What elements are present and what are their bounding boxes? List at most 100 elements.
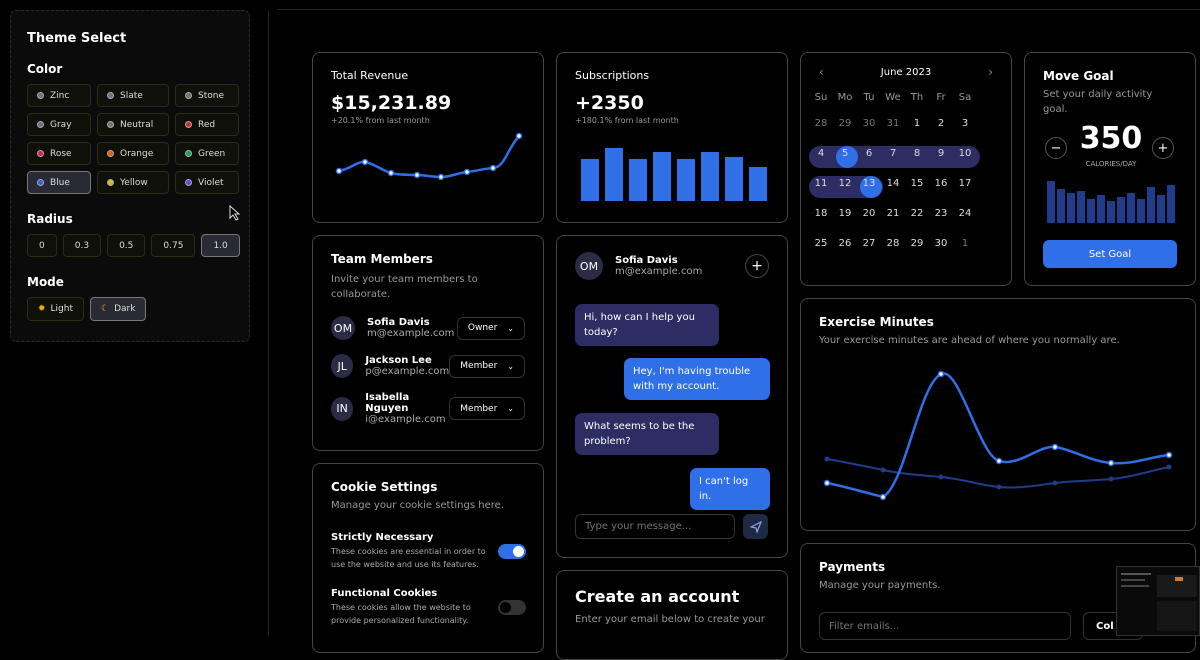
calendar-day[interactable]: 24 — [958, 207, 972, 219]
calendar-day[interactable]: 12 — [838, 177, 852, 189]
calendar-day[interactable]: 9 — [937, 147, 945, 159]
color-option-red[interactable]: Red — [175, 113, 239, 136]
calendar-day[interactable]: 8 — [913, 147, 921, 159]
role-select[interactable]: Member ⌄ — [449, 397, 525, 420]
calendar-day[interactable]: 28 — [886, 237, 900, 249]
calendar-day[interactable]: 20 — [862, 207, 876, 219]
weekday-label: Tu — [863, 91, 875, 103]
color-swatch — [37, 121, 44, 128]
calendar-day[interactable]: 28 — [814, 117, 828, 129]
strictly-necessary-toggle[interactable] — [498, 544, 526, 559]
calendar-day[interactable]: 18 — [814, 207, 828, 219]
role-select[interactable]: Member ⌄ — [449, 354, 525, 378]
calendar-day[interactable]: 26 — [838, 237, 852, 249]
role-select[interactable]: Owner ⌄ — [456, 316, 525, 340]
goal-bar — [1147, 187, 1155, 223]
calendar-day[interactable]: 4 — [817, 147, 825, 159]
calendar-day[interactable]: 27 — [862, 237, 876, 249]
calendar-day[interactable]: 30 — [862, 117, 876, 129]
mode-light-button[interactable]: ✹ Light — [27, 297, 85, 321]
exercise-point-series-1 — [937, 370, 945, 378]
radius-option[interactable]: 0 — [27, 234, 57, 257]
preview-thumbnail[interactable] — [1116, 566, 1200, 636]
mouse-cursor-icon — [229, 205, 241, 221]
subscriptions-bar — [749, 167, 767, 201]
subscriptions-title: Subscriptions — [575, 69, 650, 82]
calendar-day[interactable]: 29 — [910, 237, 924, 249]
mode-dark-button[interactable]: ☾ Dark — [90, 297, 147, 321]
color-option-slate[interactable]: Slate — [97, 84, 169, 107]
color-option-gray[interactable]: Gray — [27, 113, 91, 136]
calendar-day[interactable]: 23 — [934, 207, 948, 219]
subscriptions-bar — [725, 157, 743, 201]
color-option-yellow[interactable]: Yellow — [97, 171, 169, 194]
radius-option[interactable]: 0.3 — [62, 234, 102, 257]
calendar-day[interactable]: 15 — [910, 177, 924, 189]
minus-icon: − — [1050, 140, 1062, 156]
color-option-zinc[interactable]: Zinc — [27, 84, 91, 107]
calendar-day[interactable]: 10 — [958, 147, 972, 159]
calendar-day[interactable]: 19 — [838, 207, 852, 219]
calendar-day[interactable]: 3 — [961, 117, 969, 129]
calendar-day[interactable]: 17 — [958, 177, 972, 189]
calendar-day[interactable]: 16 — [934, 177, 948, 189]
member-name: Sofia Davis — [367, 317, 430, 328]
chat-contact-email: m@example.com — [615, 266, 703, 277]
decrease-button[interactable]: − — [1045, 137, 1067, 159]
color-swatch — [107, 92, 114, 99]
panel-title: Theme Select — [27, 31, 127, 46]
calendar-day[interactable]: 1 — [913, 117, 921, 129]
revenue-point — [515, 132, 523, 140]
theme-select-panel: Theme Select Color Zinc Slate Stone Gray Neu… — [10, 10, 250, 342]
member-list: OM Sofia Davis m@example.com Owner ⌄ JL Jackso… — [331, 316, 525, 425]
color-option-stone[interactable]: Stone — [175, 84, 239, 107]
avatar: OM — [575, 252, 603, 280]
chevron-left-icon[interactable]: ‹ — [819, 65, 824, 79]
calendar-day[interactable]: 22 — [910, 207, 924, 219]
calendar-day[interactable]: 11 — [814, 177, 828, 189]
send-button[interactable] — [743, 514, 768, 539]
calendar-day[interactable]: 13 — [862, 177, 876, 189]
calendar-day[interactable]: 25 — [814, 237, 828, 249]
weekday-label: Sa — [958, 91, 972, 103]
radius-option[interactable]: 0.5 — [107, 234, 146, 257]
cookie-item-title: Functional Cookies — [331, 588, 438, 599]
calendar-day[interactable]: 31 — [886, 117, 900, 129]
avatar: OM — [331, 316, 355, 340]
color-option-violet[interactable]: Violet — [175, 171, 239, 194]
member-email: p@example.com — [365, 366, 450, 377]
calendar-day[interactable]: 30 — [934, 237, 948, 249]
color-swatch — [107, 121, 114, 128]
revenue-change: +20.1% from last month — [331, 116, 430, 125]
color-swatch — [37, 92, 44, 99]
color-option-rose[interactable]: Rose — [27, 142, 91, 165]
color-option-orange[interactable]: Orange — [97, 142, 169, 165]
radius-label: Radius — [27, 212, 73, 226]
increase-button[interactable]: + — [1152, 137, 1174, 159]
new-chat-button[interactable]: + — [745, 254, 769, 278]
color-option-green[interactable]: Green — [175, 142, 239, 165]
radius-option[interactable]: 1.0 — [201, 234, 240, 257]
calendar-day[interactable]: 6 — [865, 147, 873, 159]
chevron-right-icon[interactable]: › — [988, 65, 993, 79]
calendar-day[interactable]: 29 — [838, 117, 852, 129]
color-option-neutral[interactable]: Neutral — [97, 113, 169, 136]
calendar-day[interactable]: 7 — [889, 147, 897, 159]
filter-emails-input[interactable] — [819, 612, 1071, 640]
calendar-card: ‹ June 2023 › Su Mo Tu We Th Fr Sa 28 29 30 31 1 2 3… — [800, 52, 1012, 286]
radius-option[interactable]: 0.75 — [151, 234, 196, 257]
cookie-title: Cookie Settings — [331, 480, 438, 494]
message-input[interactable] — [575, 514, 735, 539]
calendar-day[interactable]: 21 — [886, 207, 900, 219]
calendar-day[interactable]: 2 — [937, 117, 945, 129]
revenue-point — [387, 169, 395, 177]
move-goal-card: Move Goal Set your daily activity goal. … — [1024, 52, 1196, 286]
color-option-blue[interactable]: Blue — [27, 171, 91, 194]
functional-cookies-toggle[interactable] — [498, 600, 526, 615]
calendar-day[interactable]: 1 — [961, 237, 969, 249]
subscriptions-bar — [653, 152, 671, 201]
total-revenue-card: Total Revenue $15,231.89 +20.1% from las… — [312, 52, 544, 223]
set-goal-button[interactable]: Set Goal — [1043, 240, 1177, 268]
calendar-day[interactable]: 5 — [841, 147, 849, 159]
calendar-day[interactable]: 14 — [886, 177, 900, 189]
